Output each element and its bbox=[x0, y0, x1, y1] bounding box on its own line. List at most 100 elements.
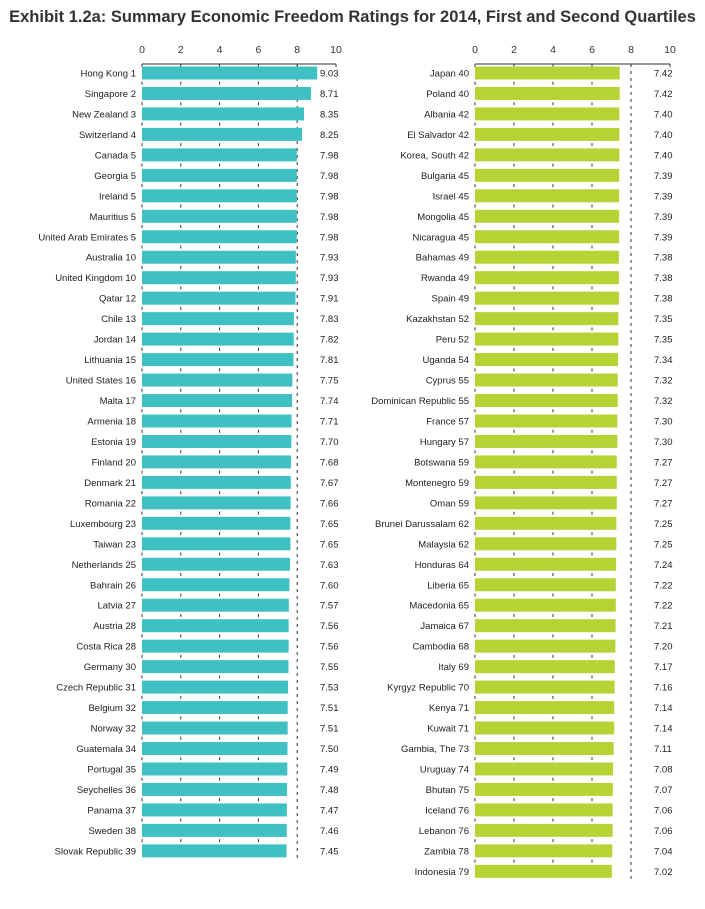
left-category-label: Sweden 38 bbox=[88, 826, 136, 837]
right-category-label: Botswana 59 bbox=[414, 457, 469, 468]
right-data-label: 7.35 bbox=[654, 314, 673, 325]
right-data-label: 7.25 bbox=[654, 519, 673, 530]
right-bar bbox=[475, 312, 619, 326]
left-category-label: Singapore 2 bbox=[85, 89, 136, 100]
left-bar bbox=[142, 742, 288, 756]
left-data-label: 7.66 bbox=[320, 498, 339, 509]
left-data-label: 7.45 bbox=[320, 846, 339, 857]
left-bar bbox=[142, 291, 296, 305]
left-data-label: 7.70 bbox=[320, 437, 339, 448]
left-category-label: Latvia 27 bbox=[97, 601, 136, 612]
left-category-label: Romania 22 bbox=[85, 498, 136, 509]
right-data-label: 7.14 bbox=[654, 724, 673, 735]
right-bar bbox=[475, 86, 620, 100]
right-bar bbox=[475, 455, 617, 469]
right-data-label: 7.06 bbox=[654, 805, 673, 816]
left-category-label: Germany 30 bbox=[84, 662, 136, 673]
left-data-label: 7.98 bbox=[320, 171, 339, 182]
right-category-label: Kenya 71 bbox=[429, 703, 469, 714]
left-bar bbox=[142, 578, 290, 592]
chart-title: Exhibit 1.2a: Summary Economic Freedom R… bbox=[9, 8, 696, 26]
left-category-label: Georgia 5 bbox=[94, 171, 136, 182]
left-bar bbox=[142, 189, 297, 203]
right-data-label: 7.22 bbox=[654, 601, 673, 612]
right-data-label: 7.40 bbox=[654, 150, 673, 161]
left-bar bbox=[142, 353, 294, 367]
left-data-label: 9.03 bbox=[320, 69, 339, 80]
right-bar bbox=[475, 434, 618, 448]
left-bar bbox=[142, 660, 289, 674]
left-bar bbox=[142, 557, 291, 571]
right-category-label: Kuwait 71 bbox=[427, 724, 469, 735]
left-bar bbox=[142, 148, 297, 162]
right-bar bbox=[475, 332, 619, 346]
left-category-label: Austria 28 bbox=[93, 621, 136, 632]
left-category-label: Netherlands 25 bbox=[72, 560, 136, 571]
right-data-label: 7.16 bbox=[654, 683, 673, 694]
right-category-label: Korea, South 42 bbox=[400, 150, 469, 161]
right-bar bbox=[475, 189, 620, 203]
right-bar bbox=[475, 721, 615, 735]
right-x-tick-label: 10 bbox=[664, 44, 676, 56]
left-category-label: Switzerland 4 bbox=[79, 130, 136, 141]
right-bar bbox=[475, 291, 619, 305]
left-data-label: 7.47 bbox=[320, 805, 339, 816]
right-bar bbox=[475, 475, 617, 489]
left-category-label: Chile 13 bbox=[101, 314, 136, 325]
left-data-label: 7.93 bbox=[320, 273, 339, 284]
left-x-tick-label: 10 bbox=[330, 44, 342, 56]
left-category-label: Canada 5 bbox=[95, 150, 136, 161]
right-category-label: Bahamas 49 bbox=[416, 253, 469, 264]
left-category-label: Australia 10 bbox=[86, 253, 136, 264]
right-x-tick-label: 6 bbox=[589, 44, 595, 56]
left-data-label: 7.98 bbox=[320, 212, 339, 223]
right-category-label: Lebanon 76 bbox=[419, 826, 469, 837]
right-bar bbox=[475, 373, 618, 387]
left-bar bbox=[142, 414, 292, 428]
left-category-label: Portugal 35 bbox=[87, 764, 136, 775]
right-bar bbox=[475, 353, 619, 367]
left-category-label: Luxembourg 23 bbox=[70, 519, 136, 530]
left-category-label: Finland 20 bbox=[92, 457, 136, 468]
right-bar bbox=[475, 680, 615, 694]
right-data-label: 7.32 bbox=[654, 376, 673, 387]
left-bar bbox=[142, 639, 289, 653]
right-data-label: 7.22 bbox=[654, 580, 673, 591]
right-bar bbox=[475, 414, 618, 428]
left-category-label: Bahrain 26 bbox=[90, 580, 136, 591]
left-category-label: Lithuania 15 bbox=[84, 355, 136, 366]
right-bar bbox=[475, 864, 612, 878]
left-data-label: 7.48 bbox=[320, 785, 339, 796]
left-bar bbox=[142, 230, 297, 244]
left-data-label: 8.35 bbox=[320, 109, 339, 120]
left-x-tick-label: 4 bbox=[217, 44, 223, 56]
left-bar bbox=[142, 598, 289, 612]
right-category-label: Hungary 57 bbox=[420, 437, 469, 448]
right-bar bbox=[475, 250, 619, 264]
left-bar bbox=[142, 823, 287, 837]
right-bar bbox=[475, 168, 620, 182]
right-bar bbox=[475, 782, 613, 796]
right-category-label: Kyrgyz Republic 70 bbox=[387, 683, 469, 694]
right-bar bbox=[475, 742, 614, 756]
left-data-label: 7.67 bbox=[320, 478, 339, 489]
left-data-label: 7.82 bbox=[320, 335, 339, 346]
left-data-label: 7.63 bbox=[320, 560, 339, 571]
left-data-label: 7.93 bbox=[320, 253, 339, 264]
right-category-label: Malaysia 62 bbox=[418, 539, 469, 550]
left-bar bbox=[142, 312, 294, 326]
right-bar bbox=[475, 639, 616, 653]
left-data-label: 7.60 bbox=[320, 580, 339, 591]
left-category-label: Qatar 12 bbox=[99, 294, 136, 305]
left-category-label: United States 16 bbox=[66, 376, 136, 387]
right-category-label: Rwanda 49 bbox=[421, 273, 469, 284]
left-data-label: 7.55 bbox=[320, 662, 339, 673]
right-category-label: Jamaica 67 bbox=[420, 621, 469, 632]
right-category-label: Japan 40 bbox=[430, 69, 469, 80]
right-bar bbox=[475, 394, 618, 408]
right-category-label: Montenegro 59 bbox=[405, 478, 469, 489]
left-data-label: 8.25 bbox=[320, 130, 339, 141]
right-category-label: Cambodia 68 bbox=[412, 642, 469, 653]
left-bar bbox=[142, 250, 296, 264]
